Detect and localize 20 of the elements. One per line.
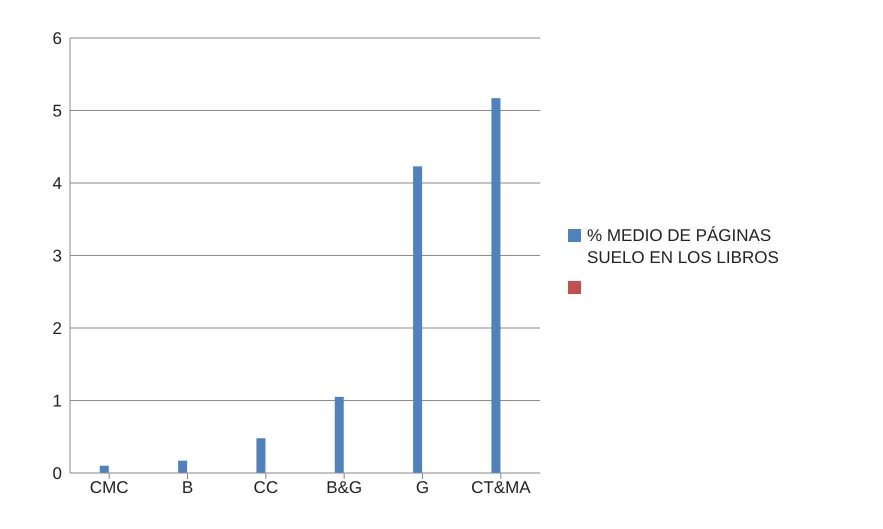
y-tick-label: 0 xyxy=(52,464,62,484)
y-tick-label: 3 xyxy=(52,246,62,266)
bar xyxy=(334,396,344,473)
x-tick-label: CT&MA xyxy=(471,478,532,498)
y-tick-label: 6 xyxy=(52,29,62,48)
bar xyxy=(491,98,500,473)
bar xyxy=(256,438,266,473)
bar xyxy=(178,460,188,473)
bar xyxy=(100,466,109,473)
x-tick-label: CMC xyxy=(90,478,129,498)
y-tick-label: 1 xyxy=(52,392,62,411)
y-tick-label: 5 xyxy=(52,102,62,121)
x-tick-label: CC xyxy=(254,478,278,498)
x-tick-label: G xyxy=(416,478,430,498)
y-tick-label: 4 xyxy=(52,174,62,194)
legend-label: % MEDIO DE PÁGINAS SUELO EN LOS LIBROS xyxy=(587,224,780,268)
bar xyxy=(413,166,422,473)
y-tick-label: 2 xyxy=(52,319,62,338)
x-tick-label: B xyxy=(182,478,194,498)
x-tick-label: B&G xyxy=(326,478,362,498)
